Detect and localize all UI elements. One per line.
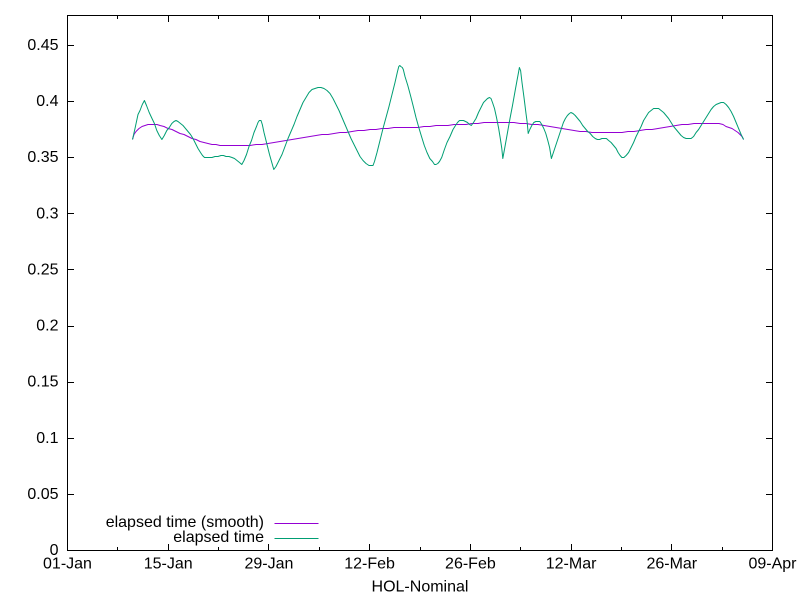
svg-text:0: 0 — [50, 542, 59, 559]
svg-text:elapsed time: elapsed time — [173, 529, 264, 546]
svg-text:0.45: 0.45 — [27, 37, 58, 54]
svg-text:26-Feb: 26-Feb — [445, 556, 496, 573]
svg-text:0.25: 0.25 — [27, 261, 58, 278]
svg-text:0.2: 0.2 — [36, 318, 58, 335]
svg-text:09-Apr: 09-Apr — [748, 556, 797, 573]
svg-text:0.35: 0.35 — [27, 149, 58, 166]
svg-text:HOL-Nominal: HOL-Nominal — [372, 579, 469, 596]
svg-text:12-Mar: 12-Mar — [546, 556, 597, 573]
svg-text:0.4: 0.4 — [36, 93, 58, 110]
svg-text:29-Jan: 29-Jan — [244, 556, 293, 573]
svg-text:elapsed time (smooth): elapsed time (smooth) — [106, 514, 264, 531]
svg-text:12-Feb: 12-Feb — [344, 556, 395, 573]
svg-text:01-Jan: 01-Jan — [43, 556, 92, 573]
svg-text:15-Jan: 15-Jan — [144, 556, 193, 573]
svg-text:26-Mar: 26-Mar — [646, 556, 697, 573]
svg-text:0.05: 0.05 — [27, 486, 58, 503]
svg-text:0.15: 0.15 — [27, 374, 58, 391]
svg-text:0.1: 0.1 — [36, 430, 58, 447]
svg-text:0.3: 0.3 — [36, 205, 58, 222]
